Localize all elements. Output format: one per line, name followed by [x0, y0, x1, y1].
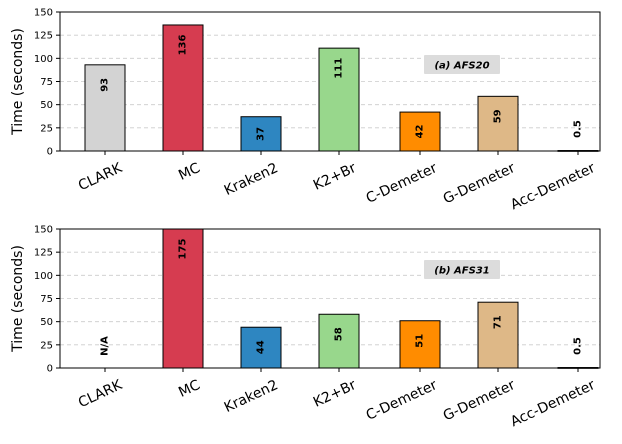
y-tick-label: 50	[40, 317, 53, 328]
value-label: 136	[178, 34, 189, 55]
category-label: C-Demeter	[364, 377, 440, 424]
y-tick-label: 25	[40, 340, 53, 351]
axes-frame	[59, 228, 601, 369]
category-label: MC	[176, 160, 203, 184]
y-tick-label: 125	[34, 248, 53, 259]
category-label: CLARK	[76, 377, 126, 411]
y-tick-label: 150	[34, 8, 53, 19]
category-label: Kraken2	[222, 377, 281, 416]
category-label: Kraken2	[222, 160, 281, 199]
value-label: 59	[493, 109, 504, 123]
category-label: CLARK	[76, 160, 126, 194]
value-label: 175	[178, 239, 189, 260]
y-tick-label: 0	[47, 364, 53, 375]
value-label: 93	[100, 78, 111, 92]
y-tick-label: 50	[40, 100, 53, 111]
y-tick-label: 125	[34, 31, 53, 42]
y-tick-label: 25	[40, 123, 53, 134]
value-label: 71	[493, 315, 504, 329]
category-label: Acc-Demeter	[508, 377, 598, 430]
value-label: N/A	[100, 336, 111, 356]
panel-a: 0 25 50 75 100 125 150 93 CLARK 136 MC 37 Kraken2 111…	[10, 8, 601, 213]
panel-b: 0 25 50 75 100 125 150 N/A CLARK 175 MC 44 Kraken2 58…	[10, 225, 601, 430]
bar-g-demeter	[477, 95, 519, 152]
value-label: 111	[334, 58, 345, 79]
y-tick-label: 100	[34, 54, 53, 65]
value-label: 42	[415, 125, 426, 139]
y-axis-label: Time (seconds)	[10, 28, 26, 136]
category-label: Acc-Demeter	[508, 160, 598, 213]
value-label: 58	[334, 327, 345, 341]
bar-c-demeter	[399, 320, 441, 369]
bar-mc	[162, 24, 204, 152]
value-label: 51	[415, 334, 426, 348]
category-label: G-Demeter	[441, 377, 518, 424]
value-label: 0.5	[573, 120, 584, 138]
bar-c-demeter	[399, 111, 441, 152]
y-tick-label: 150	[34, 225, 53, 236]
value-label: 0.5	[573, 337, 584, 355]
bar-kraken2	[240, 326, 282, 369]
bar-g-demeter	[477, 301, 519, 369]
value-label: 44	[256, 340, 267, 354]
bar-k2-br	[318, 47, 360, 152]
bar-clark	[84, 64, 126, 152]
y-axis-label: Time (seconds)	[10, 245, 26, 353]
panel-title: (a) AFS20	[434, 61, 489, 72]
category-label: MC	[176, 377, 203, 401]
category-label: K2+Br	[311, 377, 359, 411]
value-label: 37	[256, 127, 267, 141]
panel-title-box	[424, 55, 500, 74]
panel-title-box	[424, 260, 500, 279]
y-tick-label: 75	[40, 77, 53, 88]
y-tick-label: 100	[34, 271, 53, 282]
axes-frame	[59, 11, 601, 152]
y-tick-label: 75	[40, 294, 53, 305]
bar-k2-br	[318, 313, 360, 369]
category-label: K2+Br	[311, 160, 359, 194]
category-label: G-Demeter	[441, 160, 518, 207]
panel-title: (b) AFS31	[434, 266, 489, 277]
category-label: C-Demeter	[364, 160, 440, 207]
y-tick-label: 0	[47, 147, 53, 158]
